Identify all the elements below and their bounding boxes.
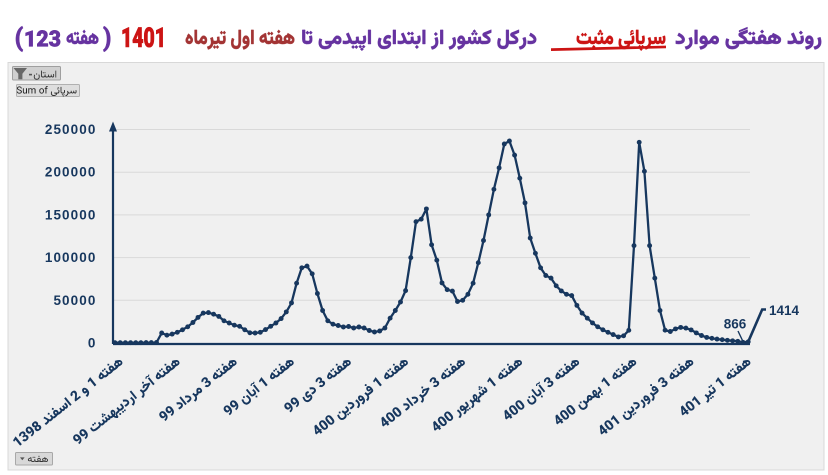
svg-text:250000: 250000	[45, 122, 97, 137]
svg-text:1414: 1414	[769, 303, 800, 318]
svg-text:50000: 50000	[53, 293, 96, 308]
svg-text:150000: 150000	[45, 207, 97, 222]
svg-text:100000: 100000	[45, 250, 97, 265]
svg-text:0: 0	[88, 336, 97, 351]
svg-text:866: 866	[724, 317, 747, 332]
svg-text:200000: 200000	[45, 165, 97, 180]
